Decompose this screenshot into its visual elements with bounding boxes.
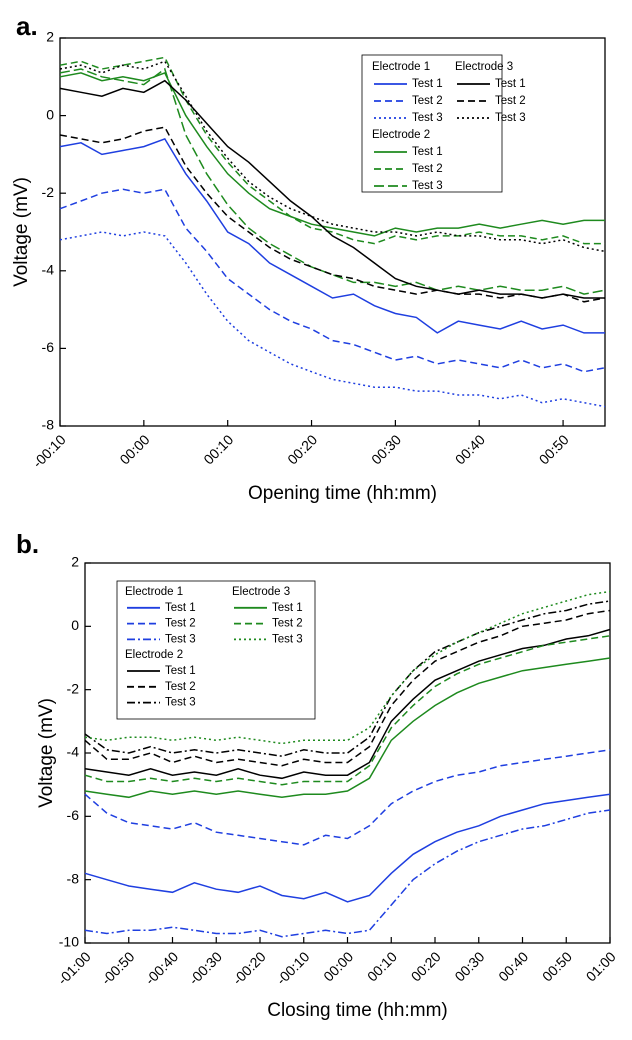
x-tick-label: 00:50 [536,431,572,467]
y-tick-label: 0 [71,617,79,633]
legend-box [116,580,316,720]
legend-label: Test 2 [495,95,526,107]
series-line [59,67,606,295]
series-line [84,809,611,938]
legend-label: Test 3 [165,697,196,709]
panel-label: b. [16,529,39,559]
series-line [59,79,605,299]
y-tick-label: -2 [42,184,55,200]
series-line [59,231,606,408]
legend-label: Test 2 [412,95,443,107]
legend-label: Test 1 [412,78,443,90]
x-tick-label: 00:30 [368,431,404,467]
legend-label: Test 3 [272,633,303,645]
series-line [59,188,606,373]
series-line [59,126,606,303]
y-tick-label: -10 [59,934,79,950]
series-line [84,609,611,767]
legend-label: Test 2 [412,163,443,175]
legend-label: Test 1 [495,78,526,90]
legend-group: Electrode 3 [455,61,513,73]
legend-label: Test 2 [165,618,196,630]
legend-label: Test 2 [272,618,303,630]
y-tick-label: -4 [42,262,55,278]
x-axis-label: Closing time (hh:mm) [267,1000,448,1021]
series-line [84,628,611,780]
series-line [59,60,606,253]
x-tick-label: -01:00 [54,948,94,988]
y-tick-label: -2 [67,680,80,696]
x-tick-label: -00:10 [273,948,313,988]
x-tick-label: -00:50 [98,948,138,988]
legend-label: Test 1 [165,665,196,677]
x-tick-label: 00:00 [320,948,356,984]
x-axis-label: Opening time (hh:mm) [248,483,437,504]
legend-label: Test 2 [165,681,196,693]
x-tick-label: 00:20 [408,948,444,984]
legend-label: Test 3 [412,180,443,192]
y-tick-label: 2 [46,29,54,45]
series-line [84,749,611,846]
legend-label: Test 3 [495,112,526,124]
x-tick-label: 00:10 [364,948,400,984]
y-axis-label: Voltage (mV) [36,698,57,808]
y-tick-label: 2 [71,554,79,570]
series-line [59,56,605,245]
legend-group: Electrode 1 [372,61,430,73]
series-line [59,71,605,237]
x-tick-label: -00:10 [29,431,69,471]
series-line [84,793,611,903]
plot-frame [59,37,606,427]
x-tick-label: 00:50 [539,948,575,984]
x-tick-label: 00:40 [495,948,531,984]
x-tick-label: 00:40 [452,431,488,467]
series-line [84,657,611,799]
legend-label: Test 3 [165,633,196,645]
y-tick-label: -6 [67,807,80,823]
x-tick-label: -00:40 [142,948,182,988]
x-tick-label: 00:10 [200,431,236,467]
series-line [84,590,611,745]
panel-label: a. [16,11,38,41]
x-tick-label: 00:20 [284,431,320,467]
legend-group: Electrode 1 [125,586,183,598]
legend-group: Electrode 2 [125,649,183,661]
series-line [84,600,611,757]
y-axis-label: Voltage (mV) [11,177,32,287]
x-tick-label: 00:30 [451,948,487,984]
legend-label: Test 1 [272,602,303,614]
legend-label: Test 3 [412,112,443,124]
x-tick-label: -00:20 [229,948,269,988]
y-tick-label: -8 [67,870,80,886]
y-tick-label: 0 [46,106,54,122]
series-line [59,137,605,334]
legend-group: Electrode 2 [372,129,430,141]
series-line [84,635,611,786]
y-tick-label: -4 [67,744,80,760]
y-tick-label: -8 [42,417,55,433]
legend-group: Electrode 3 [232,586,290,598]
x-tick-label: -00:30 [186,948,226,988]
x-tick-label: 00:00 [116,431,152,467]
legend-label: Test 1 [165,602,196,614]
y-tick-label: -6 [42,339,55,355]
legend-label: Test 1 [412,146,443,158]
x-tick-label: 01:00 [583,948,619,984]
